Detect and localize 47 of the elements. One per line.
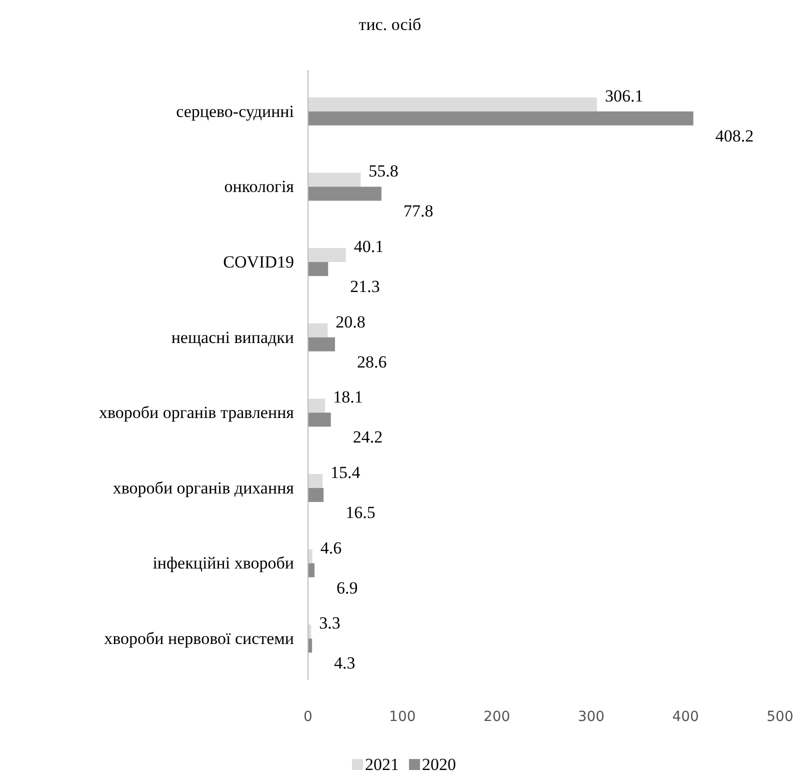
chart-title: тис. осіб — [358, 15, 422, 34]
data-label: 3.3 — [319, 614, 340, 633]
data-label: 28.6 — [357, 352, 387, 372]
data-label: 40.1 — [354, 237, 384, 256]
legend-label: 2021 — [365, 755, 399, 774]
bar — [308, 549, 312, 564]
bar — [308, 248, 346, 262]
data-label: 15.4 — [330, 462, 361, 482]
bar — [308, 412, 331, 427]
data-label: 18.1 — [333, 388, 363, 407]
y-tick-label: онкологія — [224, 177, 294, 196]
y-tick-label: хвороби органів дихання — [112, 478, 294, 498]
bar — [308, 172, 361, 187]
bar — [308, 337, 335, 352]
data-label: 21.3 — [350, 277, 380, 296]
data-label: 16.5 — [346, 502, 376, 522]
bar — [308, 323, 328, 338]
x-tick-label: 0 — [304, 708, 312, 725]
x-tick-label: 300 — [578, 708, 605, 725]
bar — [308, 111, 694, 126]
x-tick-label: 200 — [483, 708, 510, 725]
bar — [308, 488, 324, 502]
y-tick-label: хвороби органів травлення — [98, 403, 294, 422]
y-tick-label: інфекційні хвороби — [152, 554, 294, 573]
bar — [308, 398, 326, 413]
bar — [308, 262, 328, 276]
data-label: 4.6 — [320, 538, 342, 558]
data-label: 24.2 — [352, 428, 383, 447]
legend-label: 2020 — [422, 755, 456, 774]
y-tick-label: хвороби нервової системи — [104, 629, 294, 648]
bar — [308, 186, 382, 201]
y-tick-label: серцево-судинні — [176, 102, 294, 121]
data-label: 4.3 — [334, 654, 356, 673]
data-label: 408.2 — [715, 126, 754, 146]
bar — [308, 563, 315, 578]
bar — [308, 97, 597, 112]
x-tick-label: 400 — [672, 708, 699, 725]
y-tick-label: нещасні випадки — [171, 328, 294, 347]
y-tick-label: COVID19 — [223, 252, 294, 272]
bar — [308, 474, 323, 488]
data-label: 306.1 — [604, 86, 644, 106]
data-label: 6.9 — [336, 578, 358, 598]
data-label: 55.8 — [368, 162, 398, 181]
data-label: 20.8 — [336, 312, 366, 332]
x-tick-label: 100 — [389, 708, 416, 725]
data-label: 77.8 — [403, 202, 434, 221]
x-tick-label: 500 — [766, 708, 794, 725]
